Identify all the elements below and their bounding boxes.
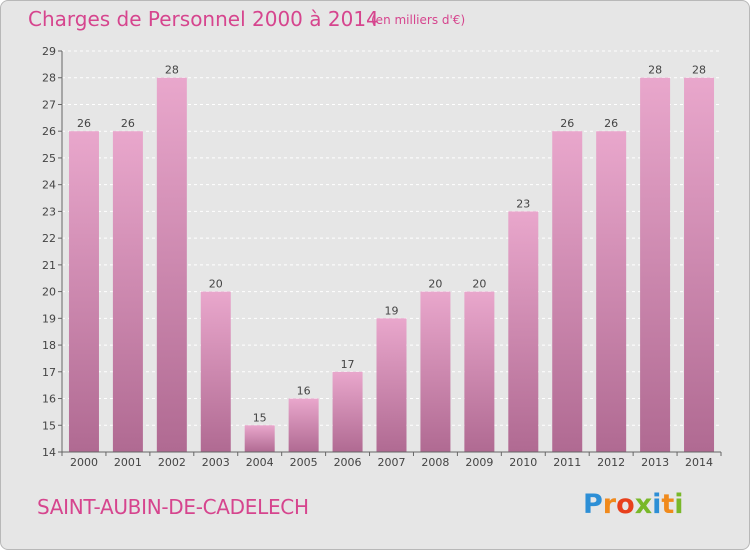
logo-letter: i (674, 489, 684, 520)
y-tick-label: 22 (42, 232, 56, 245)
y-tick-label: 25 (42, 152, 56, 165)
x-tick-label: 2000 (70, 456, 98, 469)
bar-2013 (640, 77, 671, 452)
data-label-2012: 26 (604, 117, 618, 130)
x-tick-label: 2014 (685, 456, 713, 469)
data-label-2009: 20 (472, 278, 486, 291)
data-label-2002: 28 (165, 64, 179, 77)
bar-2004 (244, 425, 275, 452)
bar-2012 (596, 131, 627, 452)
x-tick-label: 2008 (421, 456, 449, 469)
y-tick-label: 18 (42, 339, 56, 352)
x-tick-label: 2002 (158, 456, 186, 469)
logo-letter: t (661, 489, 675, 520)
x-tick-label: 2001 (114, 456, 142, 469)
y-tick-label: 26 (42, 125, 56, 138)
logo-letter: r (602, 489, 617, 520)
x-tick-label: 2010 (509, 456, 537, 469)
chart-title: Charges de Personnel 2000 à 2014 (28, 7, 379, 31)
bar-2009 (464, 291, 495, 452)
chart-subtitle: (en milliers d'€) (371, 13, 466, 27)
bar-2011 (552, 131, 583, 452)
y-tick-label: 20 (42, 286, 56, 299)
data-labels: 26 26 28 20 15 16 17 19 20 20 23 26 26 28 28 (77, 64, 706, 425)
data-label-2005: 16 (297, 385, 311, 398)
bar-2008 (420, 291, 451, 452)
location-name: SAINT-AUBIN-DE-CADELECH (37, 495, 309, 519)
y-tick-label: 17 (42, 366, 56, 379)
y-axis: 14 15 16 17 18 19 20 21 22 23 24 25 26 27 28 29 (42, 45, 63, 459)
y-tick-label: 16 (42, 393, 56, 406)
x-axis: 2000 2001 2002 2003 2004 2005 2006 2007 2008 2009… (61, 451, 722, 469)
x-tick-label: 2005 (290, 456, 318, 469)
logo-letter: P (583, 489, 603, 520)
bar-2000 (68, 131, 99, 452)
x-tick-label: 2007 (378, 456, 406, 469)
data-label-2004: 15 (253, 411, 267, 424)
y-tick-label: 27 (42, 98, 56, 111)
y-tick-label: 28 (42, 72, 56, 85)
bar-2003 (200, 291, 231, 452)
y-tick-label: 21 (42, 259, 56, 272)
x-tick-label: 2013 (641, 456, 669, 469)
logo-letter: o (616, 489, 635, 520)
x-tick-label: 2009 (465, 456, 493, 469)
y-tick-label: 14 (42, 446, 56, 459)
y-tick-label: 23 (42, 205, 56, 218)
data-label-2011: 26 (560, 117, 574, 130)
data-label-2000: 26 (77, 117, 91, 130)
x-tick-label: 2012 (597, 456, 625, 469)
logo-letter: i (652, 489, 662, 520)
data-label-2001: 26 (121, 117, 135, 130)
data-label-2014: 28 (692, 64, 706, 77)
bar-2014 (684, 77, 715, 452)
data-label-2007: 19 (385, 304, 399, 317)
x-tick-label: 2011 (553, 456, 581, 469)
data-label-2006: 17 (341, 358, 355, 371)
bar-2010 (508, 211, 539, 452)
bar-2005 (288, 398, 319, 452)
x-tick-label: 2006 (334, 456, 362, 469)
bar-2001 (112, 131, 143, 452)
logo-letter: x (634, 489, 653, 520)
x-tick-label: 2003 (202, 456, 230, 469)
data-label-2010: 23 (516, 197, 530, 210)
proxiti-logo[interactable]: Proxiti (583, 489, 684, 520)
data-label-2003: 20 (209, 278, 223, 291)
x-tick-label: 2004 (246, 456, 274, 469)
bar-2002 (156, 77, 187, 452)
y-tick-label: 15 (42, 419, 56, 432)
bar-2007 (376, 318, 407, 452)
data-label-2013: 28 (648, 64, 662, 77)
y-tick-label: 24 (42, 179, 56, 192)
bars (68, 77, 715, 452)
bar-2006 (332, 371, 363, 452)
data-label-2008: 20 (428, 278, 442, 291)
y-tick-label: 29 (42, 45, 56, 58)
y-tick-label: 19 (42, 312, 56, 325)
